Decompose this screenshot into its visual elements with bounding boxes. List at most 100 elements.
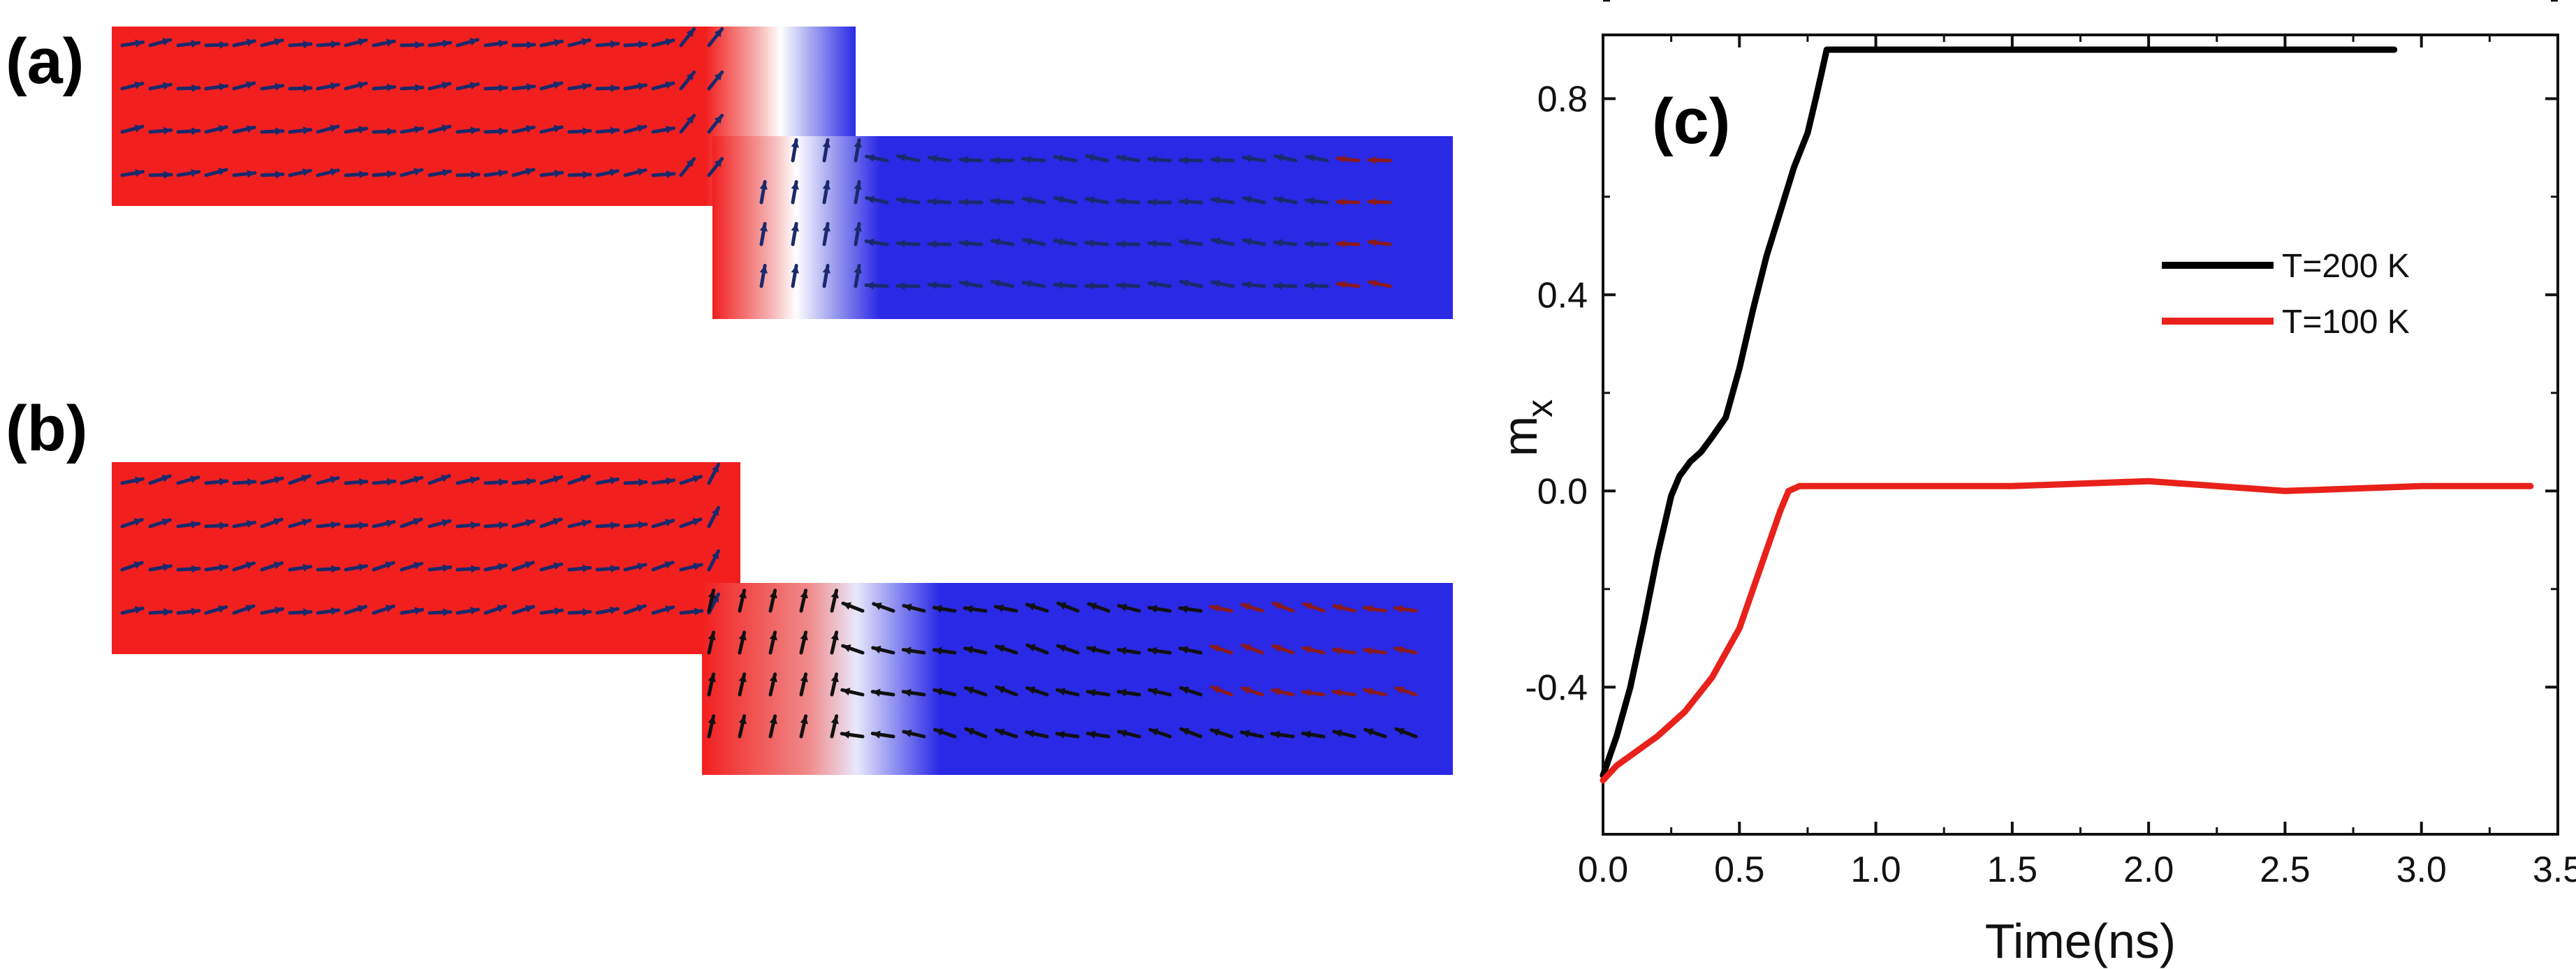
spin-arrow — [1115, 239, 1141, 249]
spin-arrow — [990, 279, 1015, 288]
spin-arrow — [864, 281, 889, 290]
spin-arrow — [1085, 688, 1111, 697]
spin-arrow — [707, 462, 721, 485]
spin-arrow — [768, 714, 777, 739]
spin-arrow — [651, 519, 675, 528]
spin-arrow — [1086, 645, 1111, 655]
spin-arrow — [316, 82, 340, 91]
spin-arrow — [204, 605, 228, 615]
spin-arrow — [1301, 688, 1326, 697]
spin-arrow — [232, 561, 256, 572]
spin-arrow — [176, 607, 201, 616]
spin-arrow — [1115, 281, 1141, 290]
spin-arrow — [567, 519, 592, 528]
panel-a-blue-domain — [838, 136, 1453, 319]
spin-arrow — [400, 40, 425, 50]
spin-arrow — [1393, 605, 1418, 614]
spin-arrow — [316, 565, 341, 573]
spin-arrow — [1178, 605, 1203, 614]
spin-arrow — [511, 125, 536, 134]
spin-arrow — [841, 644, 865, 655]
spin-arrow — [822, 221, 830, 246]
spin-arrow — [1305, 154, 1329, 163]
spin-arrow — [455, 170, 481, 179]
spin-arrow — [595, 606, 620, 615]
spin-arrow — [344, 605, 368, 615]
spin-arrow — [511, 561, 535, 572]
spin-arrow — [927, 198, 952, 206]
spin-arrow — [964, 686, 988, 697]
spin-arrow — [1270, 730, 1295, 739]
spin-arrow — [595, 476, 620, 485]
spin-arrow — [176, 475, 200, 485]
spin-arrow — [539, 81, 564, 91]
spin-arrow — [679, 475, 703, 485]
spin-arrow — [822, 263, 830, 288]
spin-arrow — [1021, 195, 1046, 205]
spin-arrow — [932, 646, 957, 656]
spin-arrow — [799, 714, 808, 739]
spin-arrow — [427, 608, 453, 616]
spin-arrow — [1241, 281, 1266, 289]
spin-arrow — [1367, 156, 1392, 165]
spin-arrow — [1331, 646, 1356, 655]
spin-arrow — [830, 630, 839, 655]
spin-arrow — [232, 170, 257, 178]
spin-arrow — [567, 608, 592, 616]
spin-arrow — [288, 518, 312, 528]
spin-arrow — [288, 474, 312, 485]
spin-arrow — [232, 38, 256, 47]
spin-arrow — [455, 126, 481, 135]
spin-arrow — [567, 38, 592, 47]
spin-arrow — [651, 81, 675, 91]
spin-arrow — [870, 688, 895, 697]
spin-arrow — [964, 727, 988, 739]
spin-arrow — [148, 38, 173, 47]
y-axis-title-subscript: x — [1520, 399, 1560, 417]
spin-arrow — [316, 168, 340, 177]
spin-arrow — [539, 562, 564, 572]
spin-arrow — [870, 730, 895, 739]
spin-arrow — [372, 561, 395, 572]
spin-arrow — [902, 729, 926, 739]
spin-arrow — [344, 478, 369, 487]
spin-arrow — [1335, 198, 1361, 207]
spin-arrow — [1393, 646, 1418, 655]
panel-b-red-domain — [112, 462, 740, 654]
spin-arrow — [1242, 195, 1266, 205]
spin-arrow — [830, 672, 839, 697]
x-tick-label: 0.0 — [1578, 850, 1628, 890]
spin-arrow — [1210, 156, 1235, 164]
spin-arrow — [288, 84, 313, 93]
spin-arrow — [260, 475, 284, 485]
spin-arrow — [204, 522, 229, 530]
spin-arrow — [455, 476, 480, 485]
spin-arrow — [1273, 154, 1298, 163]
x-axis-title: Time(ns) — [1985, 914, 2176, 968]
panel-label-c: (c) — [1652, 86, 1730, 157]
spin-arrow — [511, 605, 536, 615]
spin-arrow — [148, 82, 173, 91]
spin-arrow — [1025, 730, 1049, 739]
spin-arrow — [288, 608, 313, 616]
spin-arrow — [455, 607, 481, 615]
spin-arrow — [260, 561, 284, 572]
spin-arrow — [841, 601, 865, 613]
spin-arrow — [455, 521, 481, 530]
spin-arrow — [1053, 154, 1078, 163]
spin-arrow — [1210, 196, 1235, 205]
spin-arrow — [483, 169, 508, 177]
spin-arrow — [623, 168, 647, 177]
y-axis-title: mx — [1493, 399, 1560, 457]
spin-arrow — [791, 138, 799, 163]
spin-arrow — [1147, 155, 1172, 164]
spin-arrow — [623, 124, 647, 134]
spin-arrow — [1210, 237, 1235, 246]
simulation-panels — [112, 27, 1453, 775]
spin-arrow — [994, 604, 1018, 613]
x-tick-label: 0.5 — [1714, 850, 1764, 890]
spin-arrow — [1331, 688, 1356, 697]
spin-arrow — [822, 138, 830, 163]
spin-arrow — [344, 170, 369, 179]
spin-arrow — [204, 168, 228, 177]
